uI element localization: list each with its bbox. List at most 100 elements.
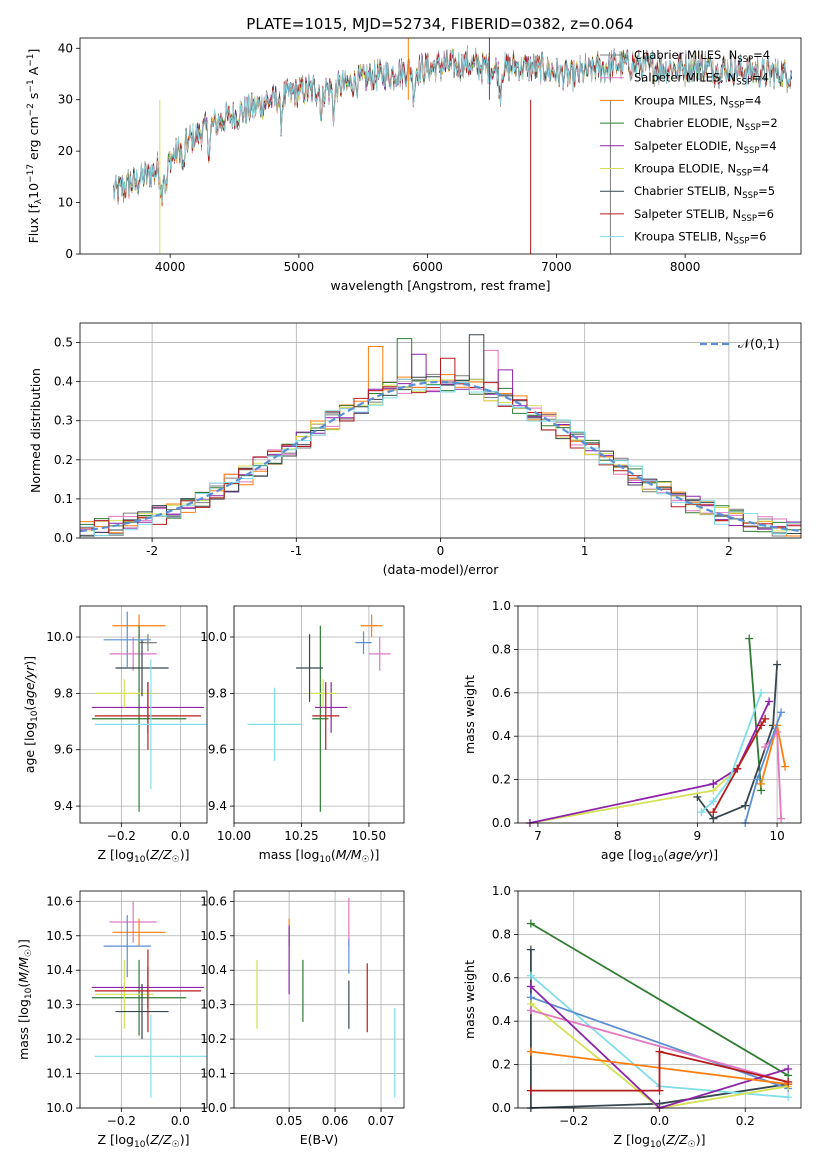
- legend-entry: Chabrier MILES, NSSP=4: [634, 48, 770, 65]
- x-tick-label: 10.50: [352, 829, 386, 843]
- legend-entry: Salpeter STELIB, NSSP=6: [634, 207, 774, 224]
- x-tick-label: 10.00: [217, 829, 251, 843]
- y-tick-label: 0.4: [54, 375, 73, 389]
- x-tick-label: 2: [725, 544, 733, 558]
- y-tick-label: 10.2: [200, 1032, 227, 1046]
- mass-vs-z-panel: −0.2 0.0 10.0 10.1 10.2 10.3 10.4 10.5 10.6 Z [lo…: [16, 890, 208, 1150]
- x-tick-label: −0.2: [107, 829, 136, 843]
- y-tick-label: 30: [58, 93, 73, 107]
- y-axis-label: Flux [fλ10−17 erg cm−2 s−1 A−1]: [26, 49, 44, 244]
- legend-entry: Chabrier ELODIE, NSSP=2: [634, 116, 778, 133]
- weight-line-5: [712, 718, 766, 813]
- y-axis-label: mass weight: [462, 960, 477, 1039]
- y-tick-label: 0.3: [54, 414, 73, 428]
- x-tick-label: 0.05: [276, 1114, 303, 1128]
- x-tick-label: 8: [614, 829, 622, 843]
- y-axis-label: mass [log10(M/M☉)]: [16, 939, 34, 1060]
- histogram-series-8: [80, 378, 801, 537]
- x-axis-label: mass [log10(M/M☉)]: [259, 847, 380, 865]
- y-tick-label: 0.0: [492, 1101, 511, 1115]
- x-axis-label: age [log10(age/yr)]: [601, 847, 718, 865]
- y-axis-label: Normed distribution: [28, 368, 43, 493]
- weight-line-5: [530, 1009, 789, 1083]
- weight-line-8: [530, 1050, 789, 1092]
- axes-frame: [233, 890, 405, 1109]
- weight-vs-age-panel: 7 8 9 10 0.0 0.2 0.4 0.6 0.8 1.0 age [log10(age/yr…: [462, 599, 802, 865]
- axes-frame: [79, 605, 208, 824]
- y-tick-label: 10.4: [46, 963, 73, 977]
- y-tick-label: 10.3: [46, 998, 73, 1012]
- y-tick-label: 10.4: [200, 963, 227, 977]
- x-axis-label: Z [log10(Z/Z☉)]: [98, 847, 190, 865]
- y-tick-label: 10.1: [46, 1067, 73, 1081]
- y-tick-label: 0.6: [492, 686, 511, 700]
- y-tick-label: 1.0: [492, 599, 511, 613]
- y-tick-label: 10: [58, 196, 73, 210]
- x-tick-label: 7000: [541, 260, 572, 274]
- spectrum-panel: 4000 5000 6000 7000 8000 0 10 20 30 40 wavelength …: [26, 37, 802, 293]
- y-tick-label: 9.4: [208, 799, 227, 813]
- legend-entry: Chabrier STELIB, NSSP=5: [634, 184, 775, 201]
- axes-frame: [517, 605, 802, 824]
- legend-entry: Salpeter ELODIE, NSSP=4: [634, 139, 777, 156]
- plot-layer: 4000 5000 6000 7000 8000010203040wavelength …: [16, 37, 802, 1150]
- figure-title: PLATE=1015, MJD=52734, FIBERID=0382, z=0…: [246, 15, 633, 33]
- x-tick-label: −0.2: [107, 1114, 136, 1128]
- weight-line-1: [530, 949, 789, 1109]
- y-tick-label: 10.6: [46, 894, 73, 908]
- x-axis-label: wavelength [Angstrom, rest frame]: [330, 278, 550, 293]
- y-tick-label: 0.2: [54, 453, 73, 467]
- x-tick-label: 5000: [284, 260, 315, 274]
- axes-frame: [79, 890, 208, 1109]
- errorbar-points: [91, 901, 207, 1098]
- y-tick-label: 10.0: [200, 630, 227, 644]
- mass-vs-ebv-panel: 0.05 0.06 0.07 10.0 10.1 10.2 10.3 10.4 10.5 10.6…: [200, 890, 405, 1147]
- weight-line-4: [700, 692, 762, 813]
- x-axis-label: Z [log10(Z/Z☉)]: [614, 1132, 706, 1150]
- errorbar-points: [256, 897, 396, 1098]
- histogram-series-7: [80, 357, 801, 534]
- y-tick-label: 10.5: [200, 929, 227, 943]
- y-tick-label: 1.0: [492, 884, 511, 898]
- y-axis-label: age [log10(age/yr)]: [22, 656, 40, 773]
- y-tick-label: 9.6: [54, 743, 73, 757]
- errorbar-points: [247, 614, 391, 812]
- legend: Chabrier MILES, NSSP=4 Salpeter MILES, NS…: [600, 48, 778, 247]
- age-vs-z-panel: −0.2 0.0 9.4 9.6 9.8 10.0 Z [log10(Z/Z☉)] age […: [22, 605, 208, 865]
- x-tick-label: 0.0: [650, 1114, 669, 1128]
- weight-line-9: [529, 783, 714, 824]
- y-tick-label: 0.1: [54, 492, 73, 506]
- y-tick-label: 9.6: [208, 743, 227, 757]
- x-tick-label: 0.06: [322, 1114, 349, 1128]
- axes-frame: [233, 605, 405, 824]
- y-tick-label: 0.0: [54, 531, 73, 545]
- weight-line-0: [530, 922, 789, 1077]
- axes-frame: [79, 322, 802, 539]
- x-tick-label: 10.25: [284, 829, 318, 843]
- residuals-panel: -2 -1 0 1 2 0.0 0.1 0.2 0.3 0.4 0.5 𝒩(0,1) (data-mod…: [28, 322, 802, 577]
- y-tick-label: 10.3: [200, 998, 227, 1012]
- y-tick-label: 0: [65, 247, 73, 261]
- x-tick-label: 9: [694, 829, 702, 843]
- axes-frame: [79, 37, 802, 255]
- age-vs-mass-panel: 10.00 10.25 10.50 9.4 9.6 9.8 10.0 mass [log10(…: [200, 605, 405, 865]
- x-tick-label: 0.0: [171, 829, 190, 843]
- y-tick-label: 10.5: [46, 929, 73, 943]
- x-tick-label: 8000: [670, 260, 701, 274]
- y-tick-label: 10.0: [46, 630, 73, 644]
- x-tick-label: -1: [290, 544, 302, 558]
- x-tick-label: 0.07: [368, 1114, 395, 1128]
- y-tick-label: 9.8: [54, 686, 73, 700]
- y-tick-label: 10.0: [200, 1101, 227, 1115]
- y-axis-label: mass weight: [462, 675, 477, 754]
- y-tick-label: 10.0: [46, 1101, 73, 1115]
- x-axis-label: (data-model)/error: [383, 562, 500, 577]
- y-tick-label: 10.1: [200, 1067, 227, 1081]
- y-tick-label: 9.4: [54, 799, 73, 813]
- weight-vs-z-panel: −0.2 0.0 0.2 0.0 0.2 0.4 0.6 0.8 1.0 Z [log10(Z/Z…: [462, 884, 802, 1150]
- y-tick-label: 0.4: [492, 729, 511, 743]
- weight-series: [525, 634, 790, 827]
- x-tick-label: 6000: [412, 260, 443, 274]
